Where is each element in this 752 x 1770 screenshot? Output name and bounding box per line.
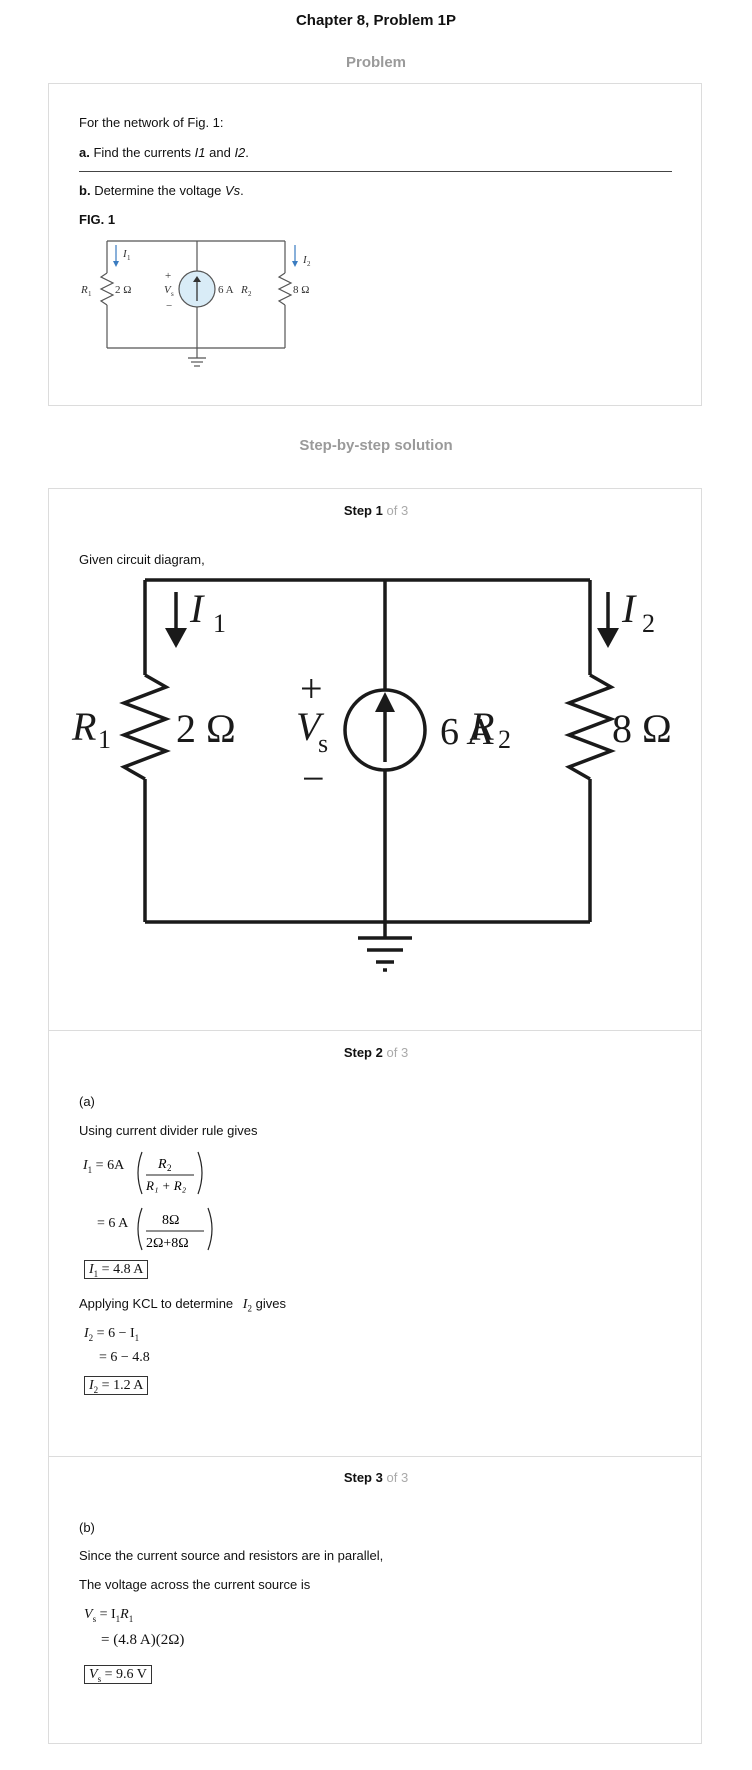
eq-vs-line2: = (4.8 A)(2Ω) [101, 1632, 185, 1648]
eq-vs-l1b: R [120, 1607, 129, 1622]
part-b-text: Determine the voltage [94, 183, 222, 198]
problem-divider [79, 171, 672, 172]
step-3-line1: Since the current source and resistors a… [79, 1548, 384, 1563]
step-1-header: Step 1 of 3 [0, 503, 752, 518]
solution-heading: Step-by-step solution [299, 437, 453, 454]
problem-part-b: b. Determine the voltage Vs. [79, 183, 244, 198]
circuit-i2-label: I [621, 586, 637, 631]
eq-i1-lhs: = 6A [95, 1158, 125, 1173]
svg-text:s: s [171, 290, 174, 298]
eq-r1r2-den: R₁ + R₂ [145, 1178, 187, 1193]
part-b-label: b. [79, 183, 91, 198]
svg-text:1: 1 [127, 254, 131, 262]
circuit-source-value: 6 A [440, 711, 494, 753]
step-2-kcl-text: Applying KCL to determine [79, 1296, 234, 1311]
svg-text:−: − [166, 300, 172, 312]
eq-i1-fraction-2: 8Ω 2Ω+8Ω [137, 1207, 213, 1251]
problem-box [48, 83, 702, 406]
eq-i2-result: I2 = 1.2 A [84, 1376, 149, 1395]
step-3-header: Step 3 of 3 [0, 1470, 752, 1485]
step-1-number: 1 [375, 503, 383, 518]
svg-text:6 A: 6 A [218, 284, 234, 296]
svg-text:R: R [80, 284, 88, 296]
part-a-label: a. [79, 145, 90, 160]
eq-i2-l1: = 6 − I [96, 1326, 135, 1341]
step-2-kcl-end: gives [255, 1296, 286, 1311]
circuit-i1-sub: 1 [213, 609, 226, 638]
svg-text:8 Ω: 8 Ω [293, 284, 309, 296]
problem-part-a: a. Find the currents I1 and I2. [79, 145, 249, 160]
svg-text:V: V [164, 284, 172, 296]
circuit-i1-label: I [189, 586, 205, 631]
part-a-i1: I1 [194, 145, 206, 160]
circuit-plus: + [300, 666, 323, 711]
svg-text:2: 2 [248, 290, 252, 298]
circuit-r2-sub: 2 [498, 725, 511, 754]
page-title: Chapter 8, Problem 1P [295, 12, 457, 29]
step-1-label: Step [343, 503, 372, 518]
eq-vs-result: Vs = 9.6 V [84, 1665, 152, 1684]
step-2-part: (a) [79, 1094, 95, 1109]
step-2-label: Step [343, 1045, 372, 1060]
step-divider-1 [48, 1030, 702, 1031]
eq-i1-line2: = 6 A [97, 1216, 129, 1231]
step-3-label: Step [343, 1470, 372, 1485]
svg-text:2 Ω: 2 Ω [115, 284, 131, 296]
eq-i1-result: I1 = 4.8 A [84, 1260, 149, 1279]
step-1-text: Given circuit diagram, [79, 552, 205, 567]
eq-i1-line1: I1 = 6A [83, 1158, 125, 1175]
svg-text:+: + [165, 270, 171, 282]
step-3-part: (b) [79, 1520, 95, 1535]
step-2-kcl: Applying KCL to determine I2 gives [79, 1296, 286, 1314]
eq-i1-result-value: = 4.8 A [101, 1262, 144, 1277]
eq-i2-line1: I2 = 6 − I1 [84, 1326, 140, 1343]
step-1-of: of 3 [386, 503, 409, 518]
svg-text:1: 1 [88, 290, 92, 298]
part-a-i2: I2 [234, 145, 246, 160]
circuit-r1-label: R [71, 704, 96, 749]
fig-label: FIG. 1 [79, 212, 116, 227]
step-3-of: of 3 [386, 1470, 409, 1485]
svg-text:2: 2 [167, 1163, 172, 1173]
step-divider-2 [48, 1456, 702, 1457]
eq-vs-line1: Vs = I1R1 [84, 1607, 134, 1624]
eq-num-8ohm: 8Ω [162, 1213, 179, 1228]
step-2-of: of 3 [386, 1045, 409, 1060]
circuit-i2-sub: 2 [642, 609, 655, 638]
part-a-end: . [245, 145, 249, 160]
circuit-vs-label: V [296, 704, 325, 749]
step-2-header: Step 2 of 3 [0, 1045, 752, 1060]
eq-vs-result-value: = 9.6 V [104, 1667, 147, 1682]
step-2-rule: Using current divider rule gives [79, 1123, 258, 1138]
eq-i1-fraction-1: R 2 R₁ + R₂ [137, 1151, 203, 1195]
circuit-r2-value: 8 Ω [612, 706, 672, 751]
eq-den-2plus8: 2Ω+8Ω [146, 1236, 189, 1251]
part-a-and: and [209, 145, 231, 160]
eq-i2-line2: = 6 − 4.8 [99, 1350, 150, 1365]
solution-box [48, 488, 702, 1744]
eq-r2-num: R [157, 1157, 167, 1172]
circuit-r1-value: 2 Ω [176, 706, 236, 751]
step-3-number: 3 [375, 1470, 383, 1485]
svg-text:I: I [122, 248, 128, 260]
svg-text:R: R [240, 284, 248, 296]
part-b-vs: Vs [225, 183, 241, 198]
step-3-line2: The voltage across the current source is [79, 1577, 311, 1592]
problem-heading: Problem [345, 54, 406, 71]
eq-i2-result-value: = 1.2 A [101, 1378, 144, 1393]
eq-vs-l1: = I [99, 1607, 116, 1622]
part-a-text: Find the currents [93, 145, 192, 160]
circuit-diagram: I 1 I 2 R 1 2 Ω R 2 8 Ω 6 A V s + − [71, 578, 672, 972]
svg-text:I: I [302, 254, 308, 266]
problem-intro: For the network of Fig. 1: [79, 115, 224, 130]
svg-text:2: 2 [307, 260, 311, 268]
circuit-minus: − [302, 756, 325, 801]
step-2-number: 2 [375, 1045, 383, 1060]
circuit-vs-sub: s [318, 729, 328, 758]
part-b-end: . [240, 183, 244, 198]
circuit-r1-sub: 1 [98, 725, 111, 754]
circuit-r2-label: R [469, 704, 494, 749]
